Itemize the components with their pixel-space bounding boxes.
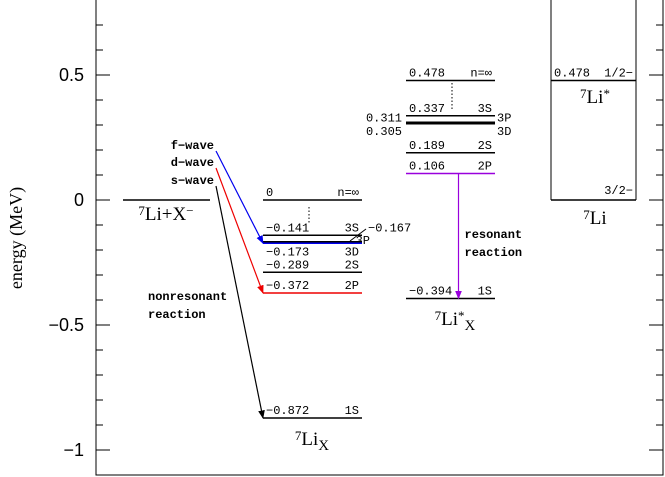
plot-frame <box>95 0 664 476</box>
energy-label: −0.167 <box>368 221 411 235</box>
y-tick-label: −0.5 <box>48 315 84 335</box>
y-tick-label: 0 <box>74 190 84 210</box>
annotation: reaction <box>465 246 523 260</box>
label-part: Li <box>301 429 318 450</box>
group-label: 7Li <box>583 207 606 229</box>
energy-label: 0.189 <box>409 139 445 153</box>
label-part: * <box>458 308 465 323</box>
group-label: 7Li* <box>580 86 610 108</box>
energy-label: −0.872 <box>266 404 309 418</box>
energy-label: −0.173 <box>266 245 309 259</box>
label-part: 7 <box>435 308 442 323</box>
state-label: 3S <box>478 102 492 116</box>
energy-label: 0.311 <box>366 111 402 125</box>
transition-arrow <box>215 167 264 294</box>
state-label: n=∞ <box>470 67 492 81</box>
group-label: 7Li+X− <box>138 203 193 225</box>
label-part: Li <box>590 208 607 229</box>
state-label: 1/2− <box>604 67 633 81</box>
energy-label: 0 <box>266 186 273 200</box>
state-label: 2S <box>345 258 359 272</box>
state-label: 3/2− <box>604 184 633 198</box>
label-part: 7 <box>138 203 145 218</box>
state-label: 2P <box>345 279 359 293</box>
state-label: 3D <box>497 125 511 139</box>
transition-arrow <box>215 150 264 244</box>
label-part: X <box>318 438 329 454</box>
energy-label: 0.337 <box>409 102 445 116</box>
energy-label: −0.141 <box>266 221 309 235</box>
state-label: 1S <box>478 285 492 299</box>
state-label: 3D <box>345 245 359 259</box>
energy-label: −0.372 <box>266 279 309 293</box>
label-part: * <box>603 86 610 101</box>
wave-label: d−wave <box>171 156 214 170</box>
state-label: 2P <box>478 160 492 174</box>
energy-label: 0.106 <box>409 160 445 174</box>
y-axis-label: energy (MeV) <box>6 187 27 289</box>
transition-arrow <box>215 185 265 419</box>
energy-label: 0.305 <box>366 125 402 139</box>
label-part: X <box>465 318 476 334</box>
annotation: resonant <box>465 228 523 242</box>
state-label: 3P <box>497 111 511 125</box>
wave-label: s−wave <box>171 174 214 188</box>
label-part: 7 <box>295 428 302 443</box>
label-part: 7 <box>583 207 590 222</box>
label-part: Li <box>587 87 604 108</box>
energy-label: 0.478 <box>554 67 590 81</box>
state-label: n=∞ <box>337 186 359 200</box>
wave-label: f−wave <box>171 139 214 153</box>
group-label: 7LiX <box>295 428 329 454</box>
group-label: 7Li*X <box>435 308 476 334</box>
energy-label: −0.289 <box>266 258 309 272</box>
y-tick-label: 0.5 <box>59 65 84 85</box>
label-part: − <box>186 203 193 218</box>
label-part: 7 <box>580 86 587 101</box>
state-label: 2S <box>478 139 492 153</box>
annotation: reaction <box>148 308 206 322</box>
state-label: 3S <box>345 221 359 235</box>
label-part: Li+X <box>145 204 187 225</box>
energy-label: 0.478 <box>409 67 445 81</box>
y-tick-label: −1 <box>63 440 84 460</box>
state-label: 1S <box>345 404 359 418</box>
annotation: nonresonant <box>148 290 227 304</box>
label-part: Li <box>441 309 458 330</box>
state-label: 3P <box>356 234 370 248</box>
energy-label: −0.394 <box>409 285 452 299</box>
